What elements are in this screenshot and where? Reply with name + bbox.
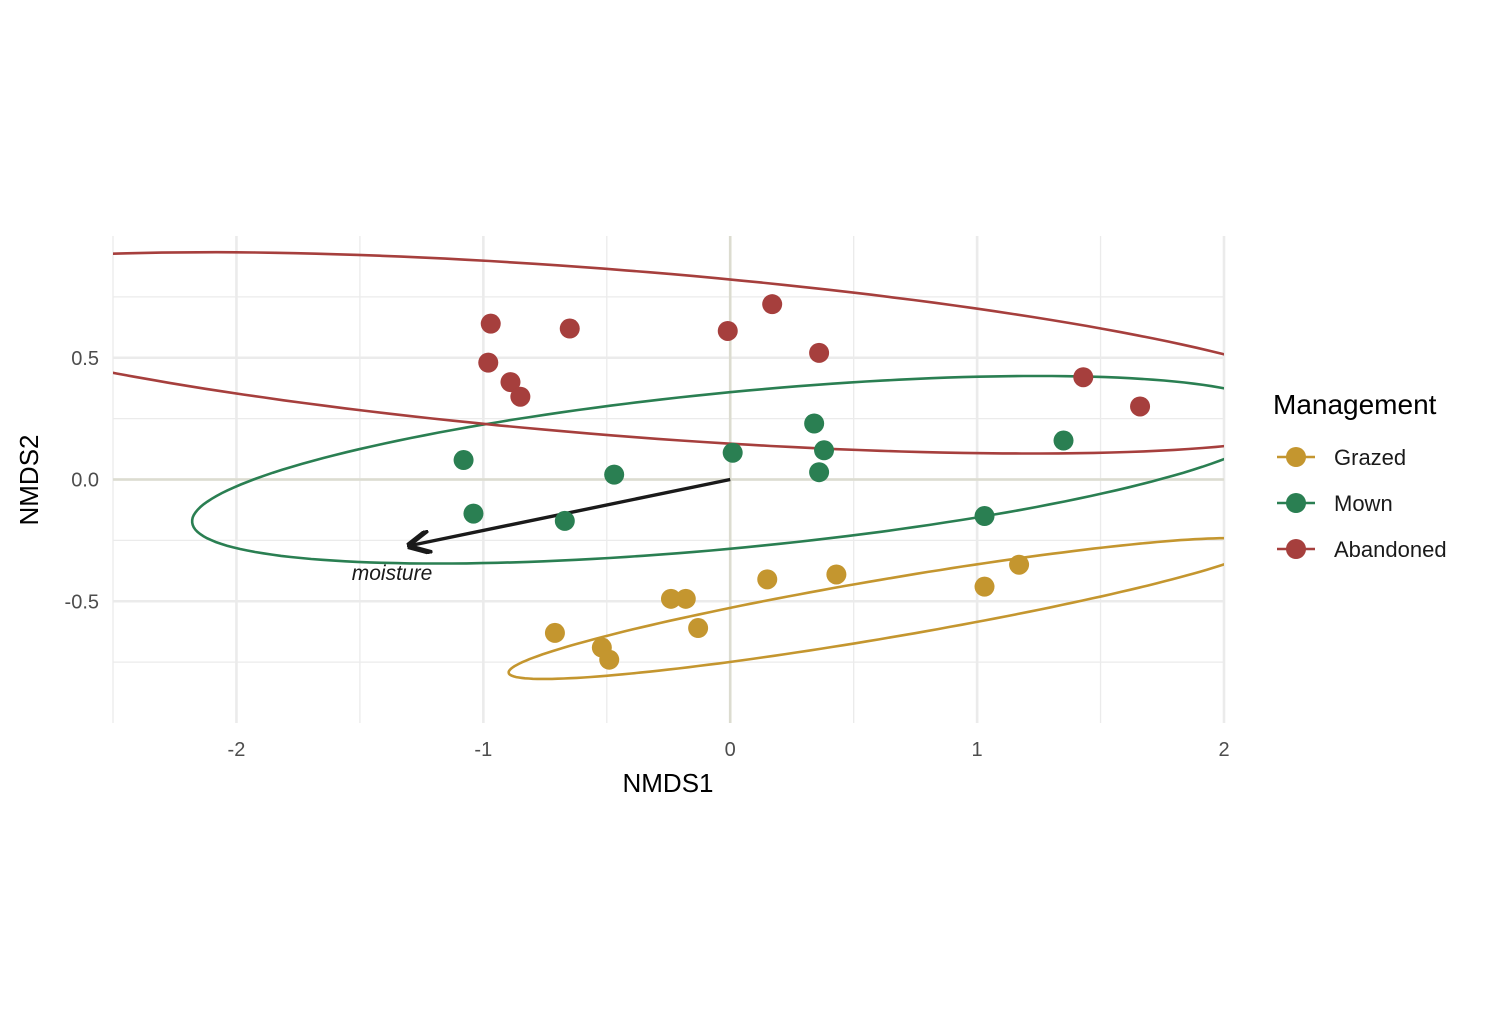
- point-abandoned: [500, 372, 521, 393]
- point-grazed: [974, 576, 995, 597]
- legend-key-point: [1286, 493, 1306, 513]
- point-mown: [809, 462, 830, 483]
- y-axis-ticks: -0.5 0.0 0.5: [65, 348, 99, 614]
- vector-label-moisture: moisture: [352, 562, 433, 585]
- point-grazed: [757, 569, 778, 590]
- point-mown: [453, 450, 474, 471]
- x-tick-label: 1: [972, 739, 983, 761]
- point-abandoned: [762, 294, 783, 315]
- env-vectors: moisture: [352, 477, 731, 585]
- point-abandoned: [717, 320, 738, 341]
- point-abandoned: [1073, 367, 1094, 388]
- x-axis-title: NMDS1: [622, 768, 713, 798]
- x-tick-label: 0: [725, 739, 736, 761]
- point-mown: [974, 506, 995, 527]
- zero-lines: [113, 236, 1224, 723]
- point-mown: [722, 442, 743, 463]
- y-tick-label: -0.5: [65, 591, 99, 613]
- legend-title: Management: [1273, 389, 1437, 420]
- point-mown: [463, 503, 484, 524]
- point-abandoned: [480, 313, 501, 334]
- x-tick-label: -2: [228, 739, 246, 761]
- ellipse-mown: [190, 374, 1224, 565]
- point-mown: [814, 440, 835, 461]
- ellipses: [113, 250, 1224, 681]
- legend-key-point: [1286, 539, 1306, 559]
- legend: Management Grazed Mown Abandoned: [1273, 389, 1447, 562]
- y-tick-label: 0.5: [71, 348, 99, 370]
- point-abandoned: [1130, 396, 1151, 417]
- point-grazed: [660, 588, 681, 609]
- point-abandoned: [510, 386, 531, 407]
- ellipse-grazed: [507, 536, 1224, 681]
- y-tick-label: 0.0: [71, 470, 99, 492]
- point-grazed: [599, 649, 620, 670]
- point-abandoned: [809, 342, 830, 363]
- point-grazed: [544, 622, 565, 643]
- point-abandoned: [559, 318, 580, 339]
- y-axis-title: NMDS2: [14, 434, 44, 525]
- point-mown: [554, 510, 575, 531]
- point-grazed: [688, 618, 709, 639]
- point-mown: [804, 413, 825, 434]
- legend-label-abandoned: Abandoned: [1334, 537, 1447, 562]
- point-mown: [1053, 430, 1074, 451]
- vector-arrow-moisture: [412, 477, 731, 546]
- x-axis-ticks: -2 -1 0 1 2: [228, 739, 1230, 761]
- point-grazed: [675, 588, 696, 609]
- ellipse-abandoned: [113, 250, 1224, 455]
- legend-label-mown: Mown: [1334, 491, 1393, 516]
- point-grazed: [826, 564, 847, 585]
- point-mown: [604, 464, 625, 485]
- x-tick-label: 2: [1218, 739, 1229, 761]
- legend-key-point: [1286, 447, 1306, 467]
- legend-label-grazed: Grazed: [1334, 445, 1406, 470]
- point-grazed: [1009, 554, 1030, 575]
- data-points: [453, 294, 1151, 670]
- point-abandoned: [478, 352, 499, 373]
- x-tick-label: -1: [474, 739, 492, 761]
